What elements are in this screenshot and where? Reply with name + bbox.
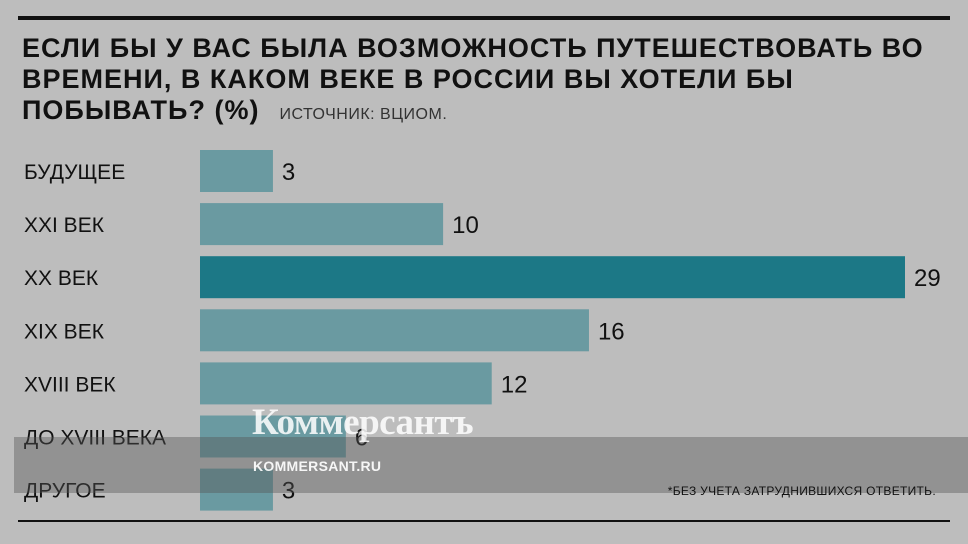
bar (200, 309, 589, 352)
bar (200, 203, 444, 246)
category-label: XXI ВЕК (24, 214, 105, 237)
chart-title: ЕСЛИ БЫ У ВАС БЫЛА ВОЗМОЖНОСТЬ ПУТЕШЕСТВ… (22, 33, 952, 130)
bar (200, 468, 273, 511)
watermark-url: KOMMERSANT.RU (253, 458, 382, 474)
value-label: 12 (501, 371, 528, 398)
top-rule (18, 16, 950, 20)
value-label: 3 (282, 159, 295, 186)
category-label: XVIII ВЕК (24, 373, 116, 396)
value-label: 16 (598, 318, 625, 345)
bar (200, 415, 346, 458)
value-label: 3 (282, 478, 295, 505)
category-label: БУДУЩЕЕ (24, 161, 125, 184)
bar (200, 362, 492, 405)
category-label: XX ВЕК (24, 267, 99, 290)
source-note: ИСТОЧНИК: ВЦИОМ. (279, 106, 448, 123)
footnote: *БЕЗ УЧЕТА ЗАТРУДНИВШИХСЯ ОТВЕТИТЬ. (667, 484, 936, 498)
bar (200, 256, 905, 299)
category-label: XIX ВЕК (24, 320, 105, 343)
watermark-band (14, 437, 968, 493)
bar (200, 150, 273, 192)
title-text: ЕСЛИ БЫ У ВАС БЫЛА ВОЗМОЖНОСТЬ ПУТЕШЕСТВ… (22, 33, 924, 125)
value-label: 29 (914, 265, 941, 292)
value-label: 10 (452, 212, 479, 239)
watermark-logo: Коммерсантъ (252, 402, 474, 443)
bottom-rule (18, 520, 950, 522)
value-label: 6 (355, 425, 368, 452)
category-label: ДРУГОЕ (24, 480, 106, 503)
category-label: ДО XVIII ВЕКА (24, 427, 166, 450)
